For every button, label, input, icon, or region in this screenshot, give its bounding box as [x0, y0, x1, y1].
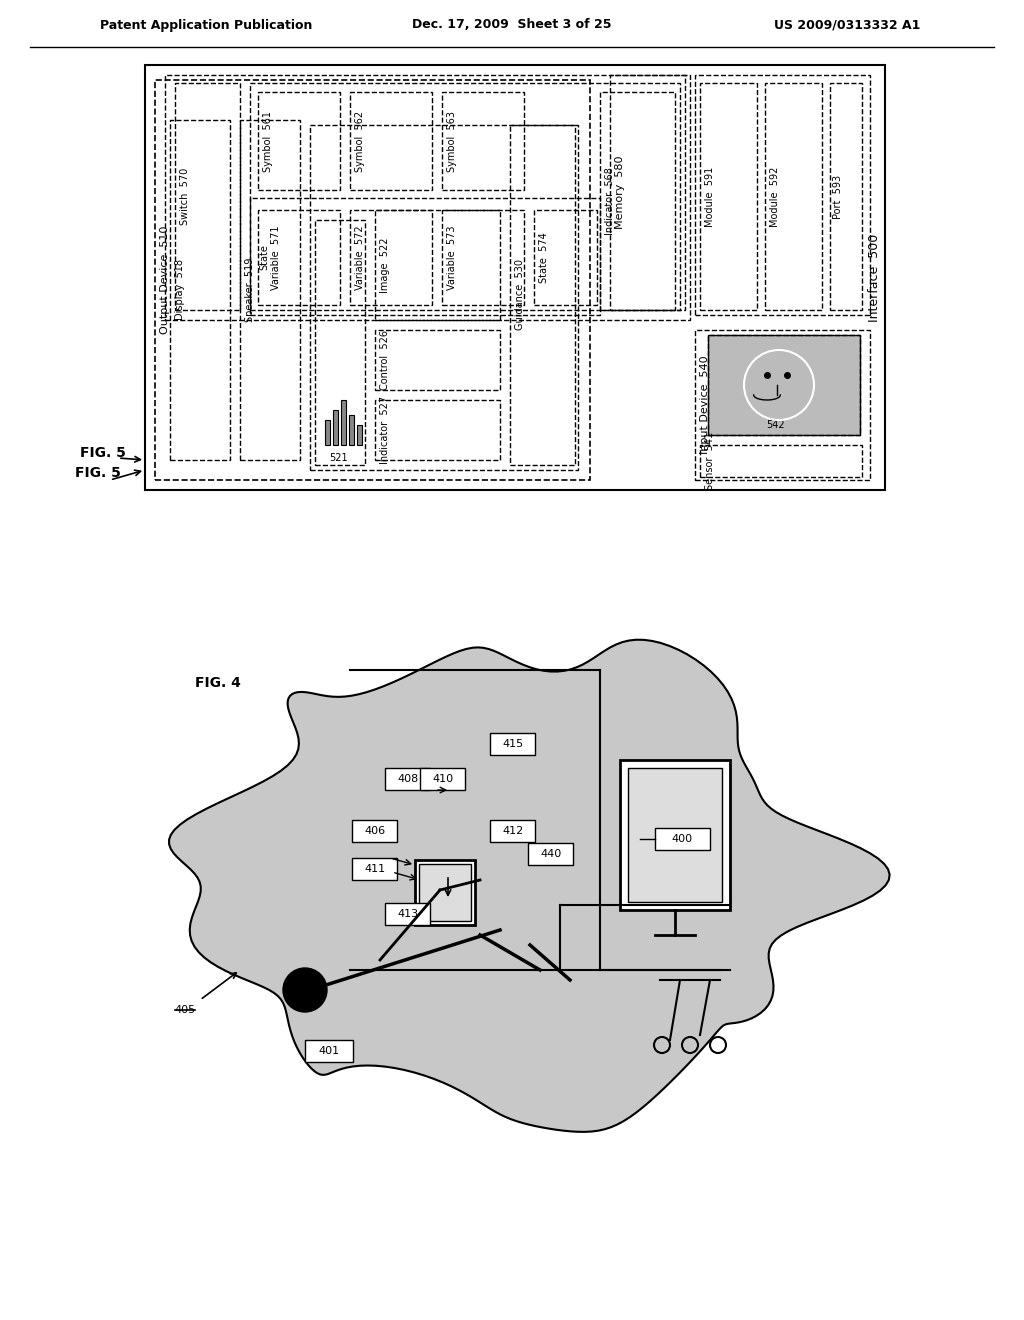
Text: 412: 412: [503, 826, 523, 836]
Bar: [419, 865, 471, 921]
Text: Display  518: Display 518: [175, 260, 185, 321]
Bar: [357, 425, 362, 445]
Bar: [375, 210, 500, 319]
Text: 401: 401: [318, 1045, 340, 1056]
Text: 405: 405: [174, 1005, 196, 1015]
Bar: [375, 330, 500, 389]
Text: Switch  570: Switch 570: [180, 168, 190, 226]
Bar: [610, 75, 685, 310]
Polygon shape: [169, 640, 890, 1131]
Bar: [350, 92, 432, 190]
Text: US 2009/0313332 A1: US 2009/0313332 A1: [773, 18, 920, 32]
Text: FIG. 5: FIG. 5: [75, 466, 121, 480]
Text: 413: 413: [397, 909, 419, 919]
Text: 400: 400: [672, 834, 692, 843]
Bar: [695, 330, 870, 480]
Text: 440: 440: [541, 849, 561, 859]
Bar: [620, 760, 730, 909]
Bar: [165, 75, 690, 319]
Text: Variable  572: Variable 572: [355, 226, 365, 290]
Text: Control  526: Control 526: [380, 330, 390, 389]
Text: Memory  580: Memory 580: [615, 156, 625, 230]
Bar: [415, 861, 475, 925]
Bar: [325, 420, 330, 445]
Bar: [700, 83, 757, 310]
Bar: [442, 210, 524, 305]
Text: Indicator  568: Indicator 568: [605, 168, 615, 235]
Text: Speaker  519: Speaker 519: [245, 257, 255, 322]
Bar: [333, 411, 338, 445]
Bar: [250, 83, 680, 310]
Bar: [490, 820, 535, 842]
Bar: [385, 903, 430, 925]
Bar: [510, 125, 575, 465]
Text: Symbol  563: Symbol 563: [447, 111, 457, 172]
Text: Indicator  527: Indicator 527: [380, 396, 390, 465]
Bar: [528, 843, 573, 865]
Text: Patent Application Publication: Patent Application Publication: [100, 18, 312, 32]
Bar: [258, 210, 340, 305]
Bar: [375, 400, 500, 459]
Bar: [830, 83, 862, 310]
Bar: [490, 733, 535, 755]
Bar: [442, 92, 524, 190]
Bar: [600, 92, 675, 310]
Bar: [155, 81, 590, 480]
Bar: [352, 858, 397, 880]
Bar: [250, 198, 600, 315]
Bar: [695, 75, 870, 315]
Text: Image  522: Image 522: [380, 238, 390, 293]
Text: State
Variable  571: State Variable 571: [259, 226, 281, 290]
Text: 411: 411: [365, 865, 386, 874]
Text: Dec. 17, 2009  Sheet 3 of 25: Dec. 17, 2009 Sheet 3 of 25: [413, 18, 611, 32]
Text: Symbol  561: Symbol 561: [263, 111, 273, 172]
Bar: [700, 445, 862, 477]
Bar: [175, 83, 240, 310]
Text: State  574: State 574: [539, 232, 549, 282]
Bar: [170, 120, 230, 459]
Bar: [145, 65, 885, 490]
Text: FIG. 4: FIG. 4: [195, 676, 241, 690]
Bar: [628, 768, 722, 902]
Bar: [385, 768, 430, 789]
Bar: [315, 220, 365, 465]
Bar: [350, 210, 432, 305]
Text: Port  593: Port 593: [833, 174, 843, 219]
Bar: [341, 400, 346, 445]
Bar: [765, 83, 822, 310]
Text: 410: 410: [432, 774, 454, 784]
Text: Sensor  541: Sensor 541: [705, 432, 715, 490]
Text: Variable  573: Variable 573: [447, 226, 457, 290]
Bar: [258, 92, 340, 190]
Text: Module  592: Module 592: [770, 166, 780, 227]
Bar: [420, 768, 465, 789]
Text: 542: 542: [766, 420, 785, 430]
Bar: [310, 125, 578, 470]
Bar: [305, 1040, 353, 1063]
Bar: [240, 120, 300, 459]
Text: Module  591: Module 591: [705, 166, 715, 227]
Bar: [349, 414, 354, 445]
Text: FIG. 5: FIG. 5: [80, 446, 126, 459]
Bar: [534, 210, 597, 305]
Bar: [708, 335, 860, 436]
Circle shape: [283, 968, 327, 1012]
Text: 406: 406: [365, 826, 386, 836]
Text: 521: 521: [329, 453, 347, 463]
Text: 415: 415: [503, 739, 523, 748]
Text: 408: 408: [397, 774, 419, 784]
Bar: [352, 820, 397, 842]
Text: Interface  500: Interface 500: [868, 234, 882, 322]
Bar: [655, 828, 710, 850]
Text: Guidance  530: Guidance 530: [515, 260, 525, 330]
Text: Symbol  562: Symbol 562: [355, 111, 365, 172]
Text: Output Device  510: Output Device 510: [160, 226, 170, 334]
Text: Input Device  540: Input Device 540: [700, 355, 710, 454]
Bar: [708, 335, 860, 436]
